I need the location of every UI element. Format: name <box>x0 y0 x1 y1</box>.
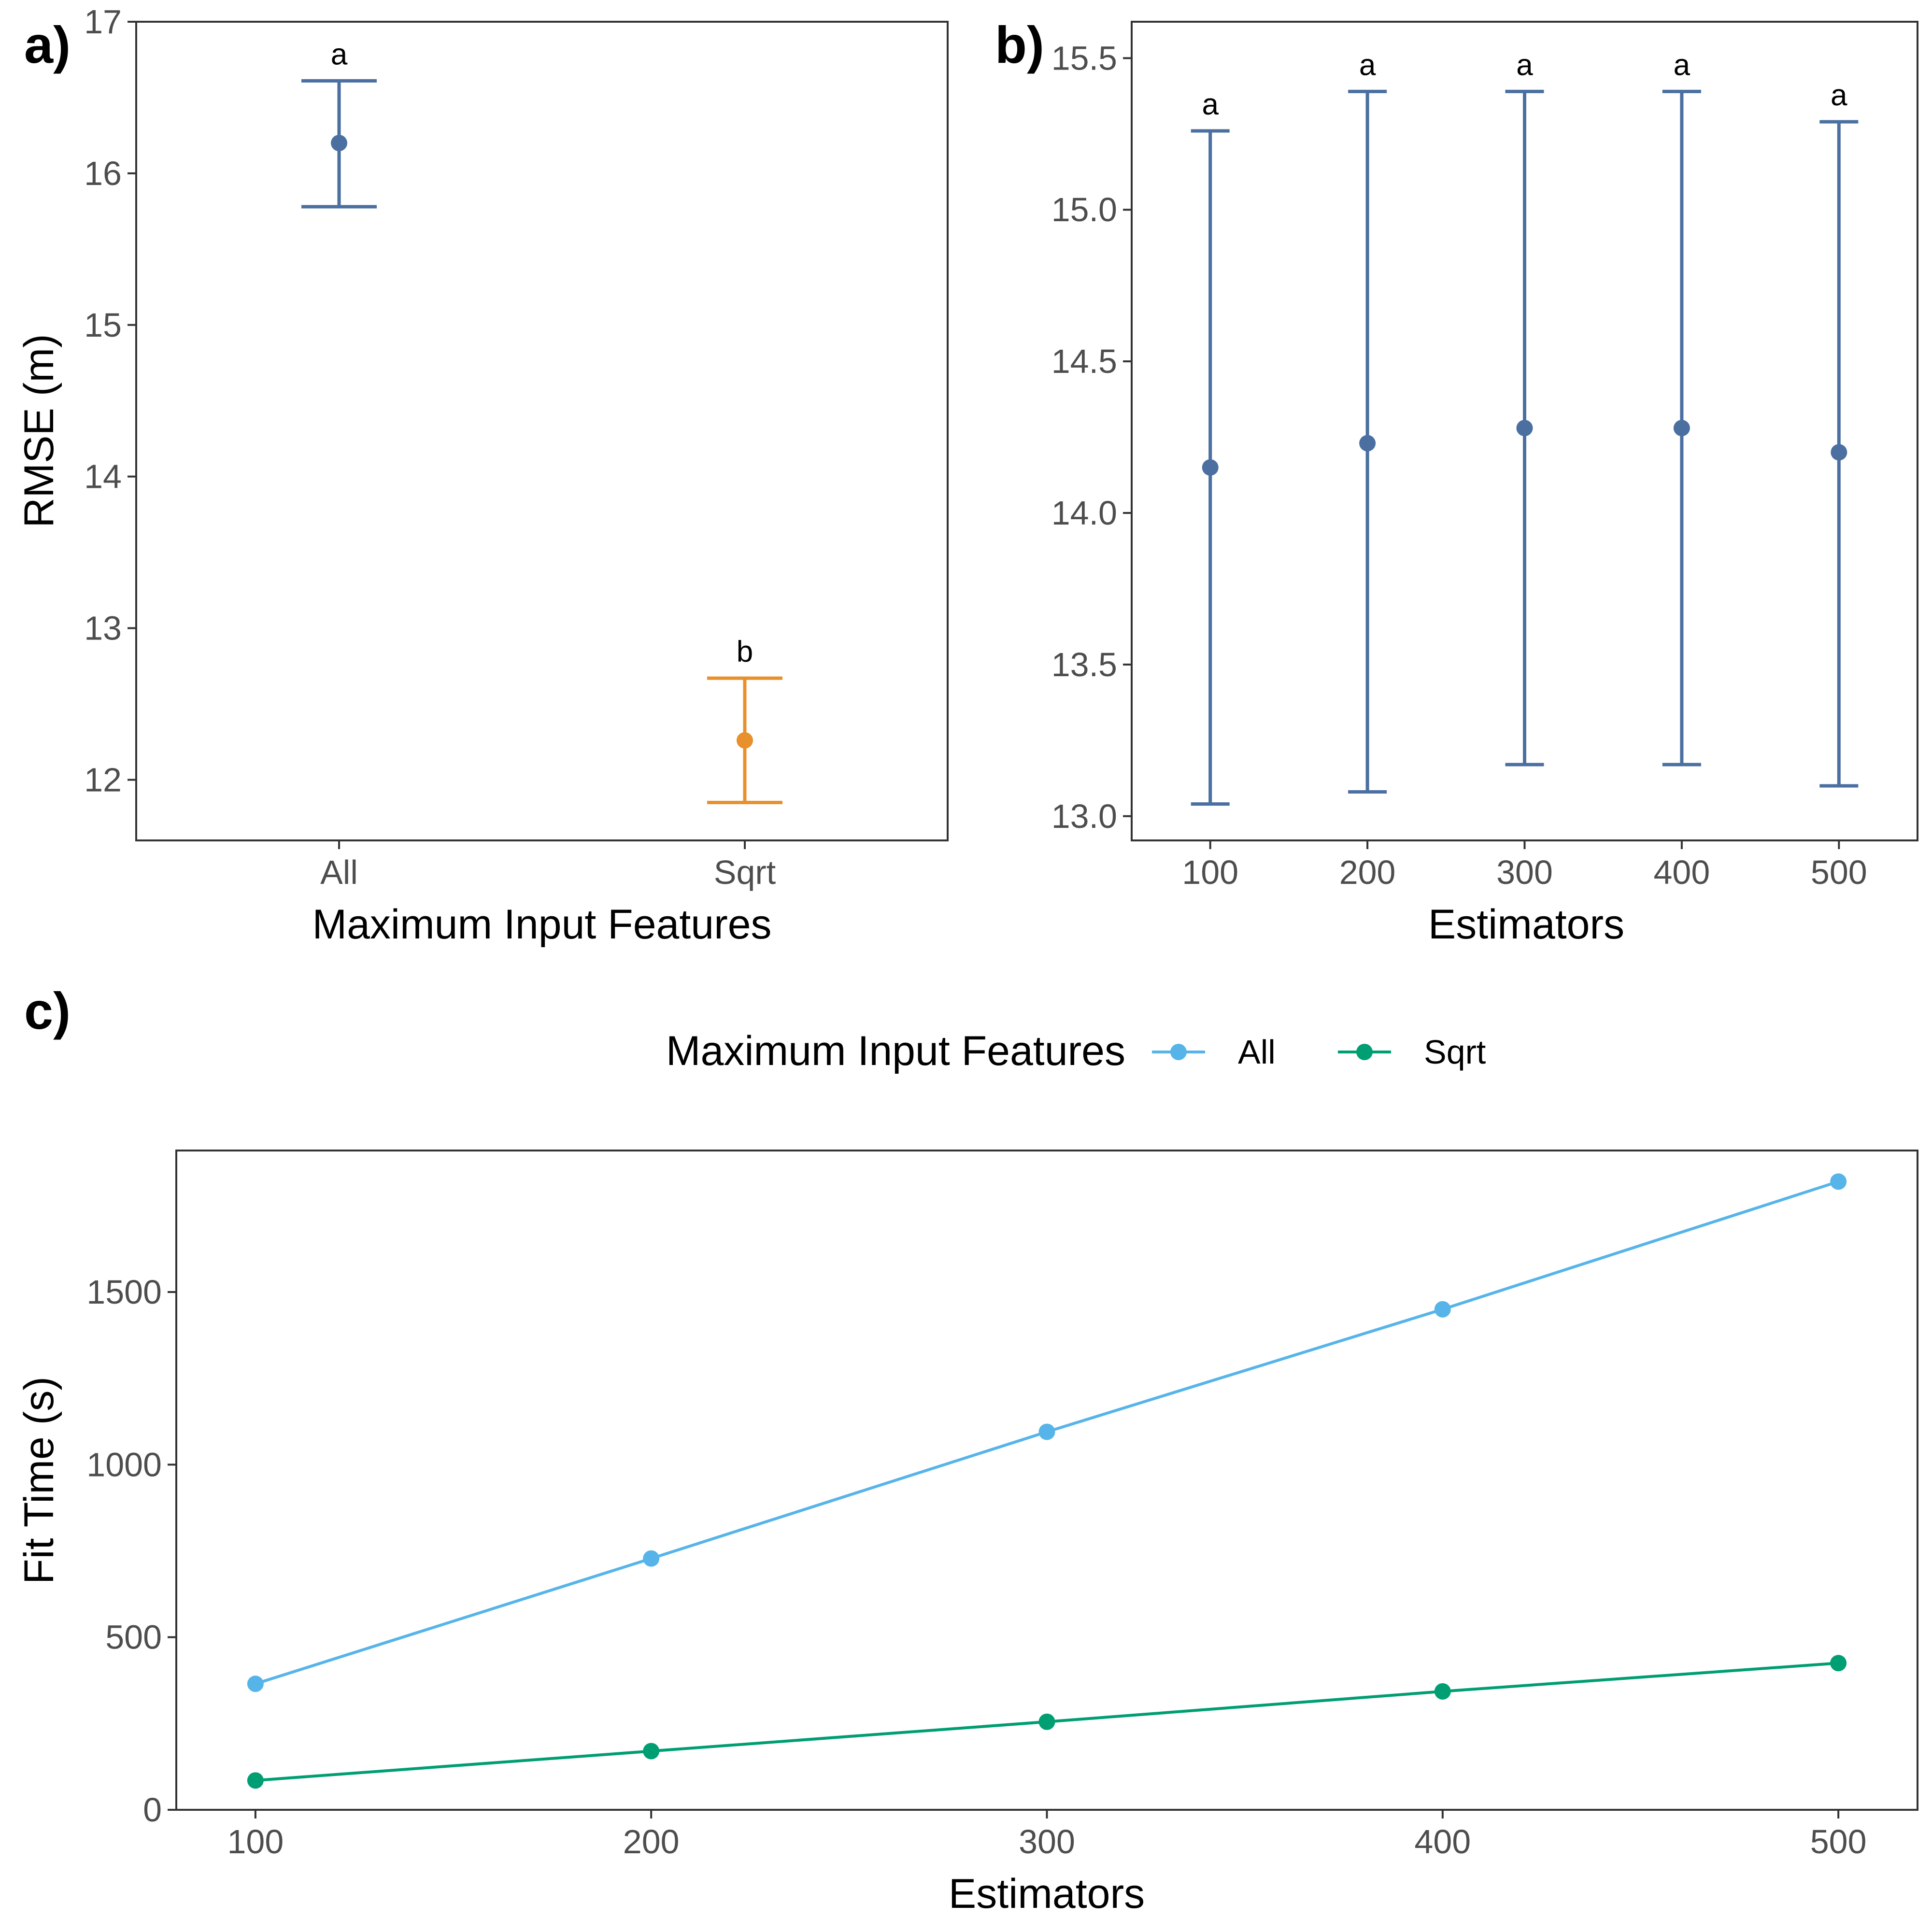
panel-c-x-axis-title: Estimators <box>949 1871 1145 1917</box>
panel-a-x-tick-label: Sqrt <box>714 853 776 891</box>
panel-b-y-tick-label: 15.5 <box>1051 39 1117 77</box>
panel-a-label: a) <box>24 15 71 74</box>
panel-c-y-tick-label: 500 <box>105 1619 162 1656</box>
panel-b-significance-letter: a <box>1831 79 1847 112</box>
panel-b-x-axis-title: Estimators <box>1428 901 1624 948</box>
panel-b-y-tick-label: 15.0 <box>1051 191 1117 228</box>
legend-key-point-all <box>1170 1044 1187 1060</box>
panel-c-y-tick-label: 1500 <box>86 1273 162 1311</box>
panel-b-y-tick-label: 13.5 <box>1051 646 1117 683</box>
panel-a-marks: 12 13 14 15 16 17 All a Sqrt b <box>84 3 782 891</box>
panel-b-y-tick-label: 14.5 <box>1051 342 1117 380</box>
legend-label-sqrt: Sqrt <box>1424 1033 1486 1071</box>
panel-b-x-tick-label: 100 <box>1182 853 1238 891</box>
panel-c-frame <box>175 1150 1918 1811</box>
series-point-sqrt <box>643 1743 660 1760</box>
panel-b-point <box>1516 420 1533 437</box>
series-point-sqrt <box>247 1772 264 1789</box>
panel-a-x-tick-label: All <box>320 853 358 891</box>
panel-b-point <box>1831 444 1847 461</box>
panel-b-significance-letter: a <box>1516 48 1533 82</box>
panel-b-point <box>1673 420 1690 437</box>
panel-b-significance-letter: a <box>1359 48 1376 82</box>
panel-c-marks: 0 500 1000 1500 100 200 300 400 500 <box>86 1173 1867 1861</box>
panel-b-x-tick-label: 400 <box>1654 853 1710 891</box>
panel-c-y-tick-label: 0 <box>143 1791 162 1829</box>
panel-c-label: c) <box>24 981 71 1040</box>
series-point-sqrt <box>1038 1713 1055 1730</box>
panel-c-legend: Maximum Input Features All Sqrt <box>666 1028 1486 1074</box>
panel-a-point <box>737 732 753 749</box>
panel-a-significance-letter: a <box>331 38 348 71</box>
panel-b-y-tick-label: 13.0 <box>1051 797 1117 835</box>
panel-a-significance-letter: b <box>737 635 753 668</box>
panel-b-point <box>1359 435 1376 452</box>
panel-c-y-axis-title: Fit Time (s) <box>16 1377 62 1584</box>
series-point-sqrt <box>1830 1655 1847 1672</box>
legend-key-point-sqrt <box>1356 1044 1373 1060</box>
panel-a-y-tick-label: 13 <box>84 610 122 647</box>
panel-c-x-tick-label: 400 <box>1414 1823 1471 1861</box>
panel-c-y-tick-label: 1000 <box>86 1446 162 1483</box>
panel-a-y-tick-label: 14 <box>84 458 122 496</box>
legend-label-all: All <box>1238 1033 1276 1071</box>
panel-a-y-axis-title: RMSE (m) <box>16 334 62 527</box>
panel-c-x-tick-label: 200 <box>623 1823 680 1861</box>
panel-c: Maximum Input Features All Sqrt 0 500 1000 1… <box>16 1028 1918 1917</box>
panel-b-y-tick-label: 14.0 <box>1051 494 1117 532</box>
panel-b-x-tick-label: 500 <box>1811 853 1867 891</box>
panel-b: 13.0 13.5 14.0 14.5 15.0 15.5 100 a 200 a 300 a 400 a… <box>1051 21 1918 948</box>
series-point-sqrt <box>1434 1683 1451 1700</box>
panel-a-point <box>331 135 347 152</box>
panel-c-x-tick-label: 500 <box>1810 1823 1867 1861</box>
panel-b-x-tick-label: 300 <box>1496 853 1553 891</box>
panel-b-significance-letter: a <box>1674 48 1690 82</box>
panel-b-point <box>1202 459 1219 476</box>
panel-a-y-tick-label: 12 <box>84 761 122 798</box>
series-point-all <box>643 1550 660 1567</box>
series-point-all <box>1434 1301 1451 1318</box>
panel-b-label: b) <box>995 15 1044 74</box>
series-point-all <box>247 1676 264 1692</box>
panel-a-y-tick-label: 17 <box>84 3 122 41</box>
legend-title: Maximum Input Features <box>666 1028 1125 1074</box>
panel-a-y-tick-label: 16 <box>84 155 122 192</box>
panel-c-x-tick-label: 100 <box>227 1823 284 1861</box>
panel-b-significance-letter: a <box>1202 88 1219 121</box>
panel-a-y-tick-label: 15 <box>84 306 122 344</box>
panel-c-x-tick-label: 300 <box>1019 1823 1075 1861</box>
panel-a-x-axis-title: Maximum Input Features <box>312 901 771 948</box>
panel-b-marks: 13.0 13.5 14.0 14.5 15.0 15.5 100 a 200 a 300 a 400 a… <box>1051 39 1867 891</box>
panel-b-x-tick-label: 200 <box>1339 853 1396 891</box>
panel-a: 12 13 14 15 16 17 All a Sqrt b Maximum Input Feat… <box>16 3 949 948</box>
series-point-all <box>1038 1423 1055 1440</box>
series-point-all <box>1830 1173 1847 1190</box>
panel-a-frame <box>135 21 949 841</box>
